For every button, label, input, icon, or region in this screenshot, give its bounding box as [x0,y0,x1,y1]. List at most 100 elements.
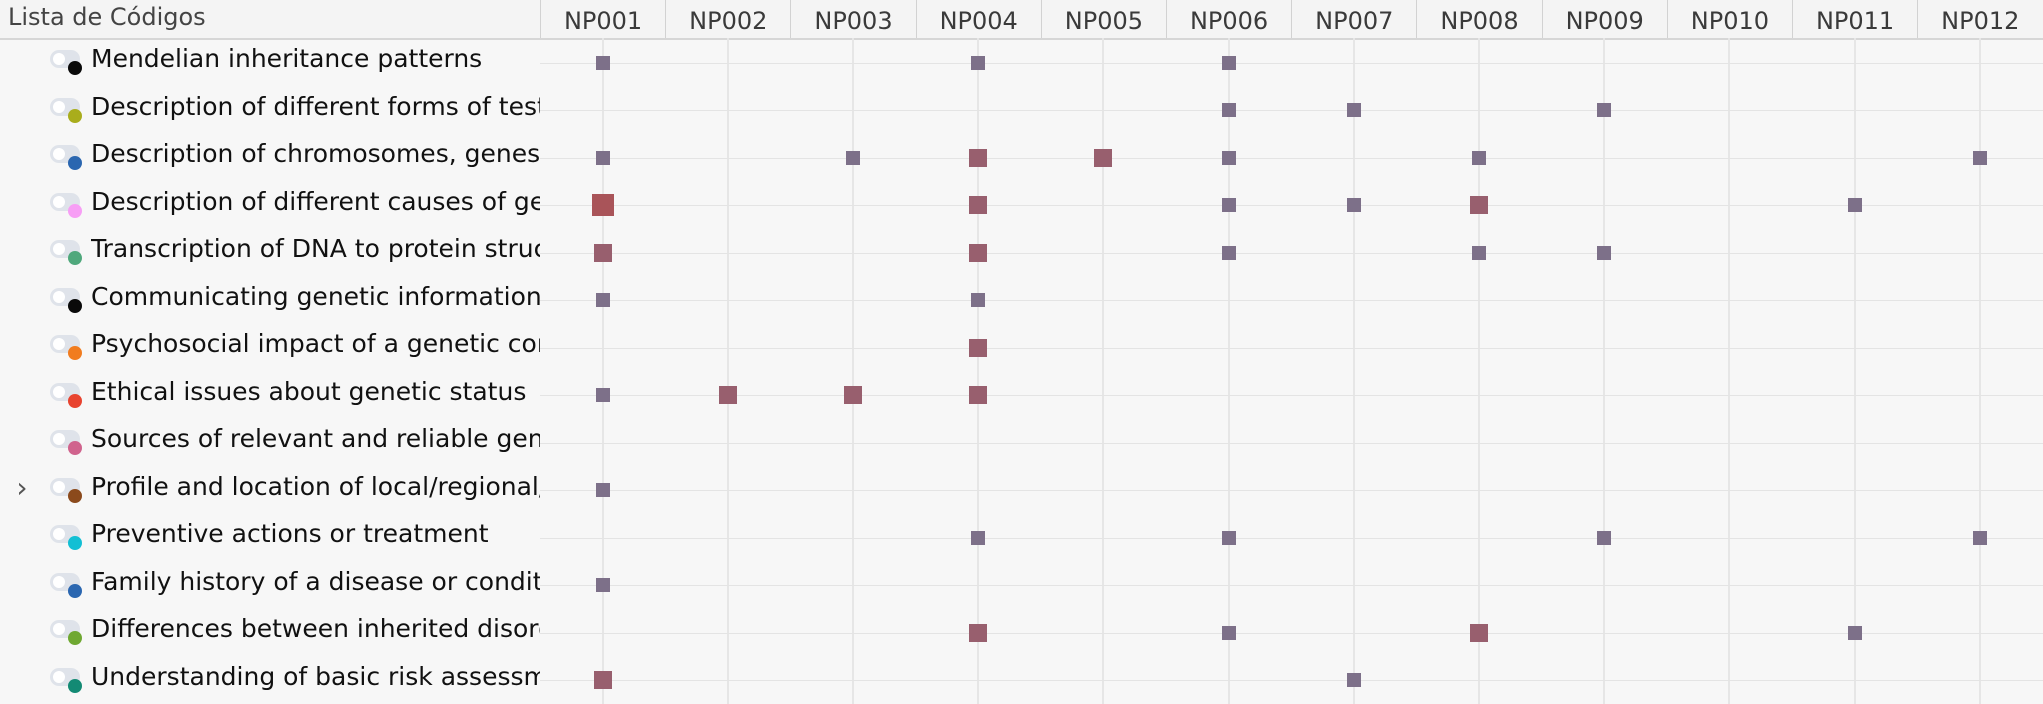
code-occurrence-marker[interactable] [1221,150,1236,165]
code-occurrence-marker[interactable] [1221,198,1236,213]
code-occurrence-marker[interactable] [971,55,986,70]
column-header-np008[interactable]: NP008 [1416,0,1541,38]
column-header-np007[interactable]: NP007 [1291,0,1416,38]
column-header-np010[interactable]: NP010 [1666,0,1792,38]
code-occurrence-marker[interactable] [969,623,988,642]
code-row[interactable]: Ethical issues about genetic status [0,371,540,418]
code-occurrence-marker[interactable] [1470,623,1488,642]
column-header-np011[interactable]: NP011 [1792,0,1917,38]
code-row[interactable]: Description of different causes of genet [0,181,540,228]
chevron-right-icon[interactable]: › [16,470,28,504]
code-matrix: Mendelian inheritance patterns Descriptio… [0,38,2043,704]
code-occurrence-marker[interactable] [595,55,610,70]
code-occurrence-marker[interactable] [971,530,986,545]
row-gridline [540,632,2043,634]
code-row[interactable]: Psychosocial impact of a genetic condit [0,323,540,370]
code-color-dot-icon [68,441,82,455]
code-occurrence-marker[interactable] [969,243,988,262]
column-header-np003[interactable]: NP003 [790,0,915,38]
column-gridline [1102,38,1105,704]
code-occurrence-marker[interactable] [595,150,610,165]
code-name-label: Family history of a disease or condition [91,566,540,596]
code-occurrence-marker[interactable] [1472,150,1486,165]
code-row[interactable]: Family history of a disease or condition [0,561,540,608]
code-occurrence-marker[interactable] [844,386,862,405]
code-occurrence-marker[interactable] [1597,530,1612,545]
code-occurrence-marker[interactable] [595,293,610,308]
code-row[interactable]: Mendelian inheritance patterns [0,38,540,85]
code-row[interactable]: Communicating genetic information to [0,276,540,323]
code-occurrence-marker[interactable] [595,388,610,403]
column-gridline [852,38,854,704]
code-occurrence-marker[interactable] [1221,625,1236,640]
row-gridline [540,490,2043,492]
header-bar: Lista de Códigos NP001 NP002 NP003 NP004 NP0… [0,0,2043,40]
code-occurrence-marker[interactable] [593,243,612,262]
code-occurrence-marker[interactable] [846,150,860,165]
column-gridline [977,38,980,704]
column-gridline [1227,38,1230,704]
code-occurrence-marker[interactable] [971,293,986,308]
code-occurrence-marker[interactable] [969,386,988,405]
row-gridline [540,62,2043,64]
code-occurrence-marker[interactable] [969,196,988,215]
row-gridline [540,585,2043,587]
code-row[interactable]: Description of chromosomes, genes and [0,133,540,180]
column-header-np012[interactable]: NP012 [1917,0,2042,38]
code-name-label: Ethical issues about genetic status [91,376,527,406]
code-occurrence-marker[interactable] [1847,198,1862,213]
code-name-label: Communicating genetic information to [91,281,540,311]
column-header-np005[interactable]: NP005 [1040,0,1166,38]
code-color-dot-icon [68,251,82,265]
code-occurrence-marker[interactable] [1972,530,1987,545]
code-occurrence-marker[interactable] [1221,245,1236,260]
code-occurrence-marker[interactable] [1346,103,1361,118]
row-gridline [540,442,2043,444]
code-occurrence-marker[interactable] [593,671,612,690]
code-name-label: Description of different forms of testin… [91,91,540,121]
code-occurrence-marker[interactable] [1470,196,1488,215]
code-occurrence-marker[interactable] [595,483,610,498]
code-occurrence-marker[interactable] [1221,103,1236,118]
code-row[interactable]: › Profile and location of local/regional/… [0,466,540,513]
code-row[interactable]: Preventive actions or treatment [0,513,540,560]
code-row[interactable]: Sources of relevant and reliable genetic [0,418,540,465]
column-header-np009[interactable]: NP009 [1541,0,1667,38]
code-name-label: Psychosocial impact of a genetic condit [91,329,540,358]
column-header-np006[interactable]: NP006 [1166,0,1291,38]
code-row[interactable]: Description of different forms of testin… [0,86,540,133]
code-occurrence-marker[interactable] [1346,673,1361,688]
code-color-dot-icon [68,346,82,360]
code-occurrence-marker[interactable] [718,386,737,405]
column-header-np004[interactable]: NP004 [915,0,1041,38]
column-header-np001[interactable]: NP001 [540,0,665,38]
code-occurrence-marker[interactable] [1597,103,1612,118]
column-header-np002[interactable]: NP002 [665,0,790,38]
code-color-dot-icon [68,631,82,645]
code-occurrence-marker[interactable] [591,194,614,217]
code-occurrence-marker[interactable] [1972,150,1987,165]
code-occurrence-marker[interactable] [969,148,988,167]
column-gridline [726,38,729,704]
code-occurrence-marker[interactable] [969,338,988,357]
code-name-label: Preventive actions or treatment [91,519,489,548]
code-row[interactable]: Understanding of basic risk assessment [0,656,540,703]
code-occurrence-marker[interactable] [1597,245,1612,260]
column-gridline [1728,38,1731,704]
code-color-dot-icon [68,61,82,75]
code-occurrence-marker[interactable] [595,578,610,593]
row-gridline [540,110,2043,112]
code-occurrence-marker[interactable] [1094,148,1113,167]
code-row[interactable]: Differences between inherited disorder a [0,608,540,655]
column-gridline [1603,38,1606,704]
column-gridline [1352,38,1355,704]
code-name-label: Description of different causes of genet [91,186,540,216]
code-color-dot-icon [68,108,82,123]
code-occurrence-marker[interactable] [1472,245,1486,260]
code-name-label: Profile and location of local/regional/n… [91,471,540,501]
code-row[interactable]: Transcription of DNA to protein structur [0,228,540,275]
code-occurrence-marker[interactable] [1847,625,1862,640]
code-occurrence-marker[interactable] [1221,530,1236,545]
code-occurrence-marker[interactable] [1221,55,1236,70]
code-occurrence-marker[interactable] [1346,198,1361,213]
